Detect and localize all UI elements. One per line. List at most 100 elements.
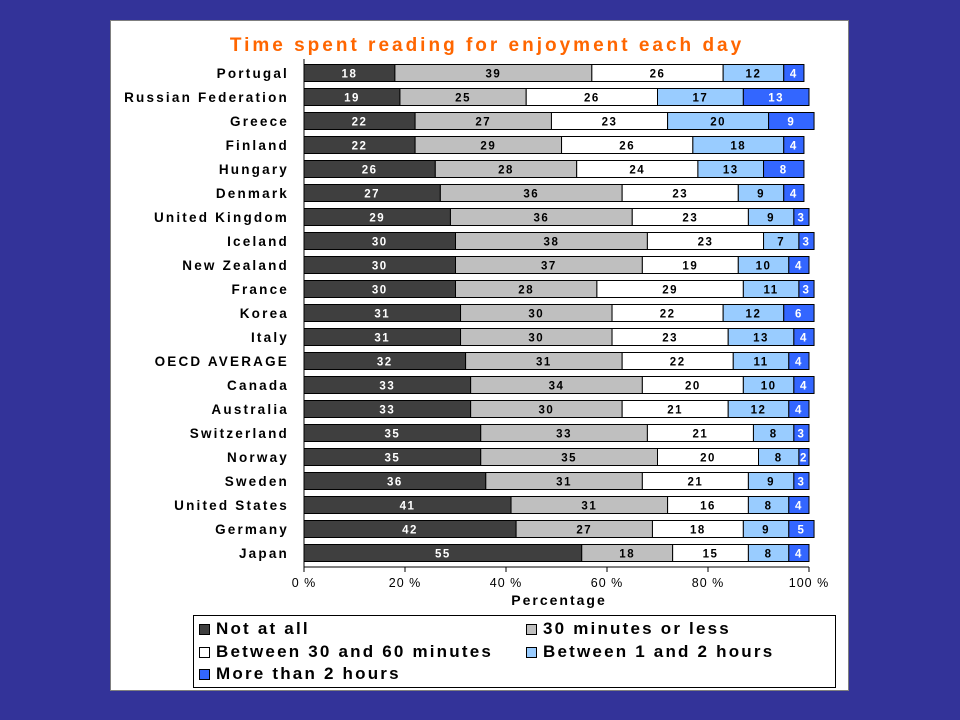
data-label: 3: [797, 477, 805, 489]
data-label: 21: [693, 429, 709, 441]
bar-row-italy: Italy 31 30 23 13 4: [251, 328, 815, 346]
data-label: 29: [480, 141, 496, 153]
bar-segment-more-than-2-hours: [783, 184, 805, 202]
data-label: 27: [576, 525, 592, 537]
data-label: 24: [629, 165, 645, 177]
data-label: 20: [700, 453, 716, 465]
category-label: Sweden: [225, 474, 289, 489]
data-label: 26: [650, 69, 666, 81]
data-label: 38: [544, 237, 560, 249]
data-label: 25: [455, 93, 471, 105]
data-label: 35: [384, 453, 400, 465]
bar-row-oecd-average: OECD AVERAGE 32 31 22 11 4: [155, 352, 810, 370]
data-label: 19: [682, 261, 698, 273]
category-label: Iceland: [227, 234, 289, 249]
legend-swatch: [526, 646, 537, 658]
data-label: 18: [619, 549, 635, 561]
bar-row-iceland: Iceland 30 38 23 7 3: [227, 232, 815, 250]
data-label: 22: [670, 357, 686, 369]
legend-item-not-at-all: Not at all: [199, 619, 310, 639]
category-label: Canada: [227, 378, 289, 393]
legend-label: 30 minutes or less: [543, 619, 731, 638]
data-label: 28: [518, 285, 534, 297]
bar-segment-more-than-2-hours: [783, 304, 815, 322]
data-label: 30: [528, 333, 544, 345]
data-label: 9: [787, 117, 795, 129]
data-label: 17: [693, 93, 709, 105]
data-label: 23: [698, 237, 714, 249]
x-tick-label: 20 %: [389, 576, 422, 590]
data-label: 26: [584, 93, 600, 105]
data-label: 30: [539, 405, 555, 417]
category-label: Korea: [240, 306, 289, 321]
data-label: 39: [485, 69, 501, 81]
category-label: Norway: [227, 450, 289, 465]
category-label: OECD AVERAGE: [155, 354, 289, 369]
data-label: 8: [780, 165, 788, 177]
chart-title: Time spent reading for enjoyment each da…: [230, 35, 744, 56]
data-label: 2: [800, 453, 808, 465]
chart-panel: Time spent reading for enjoyment each da…: [110, 20, 849, 691]
category-label: Hungary: [219, 162, 289, 177]
data-label: 27: [475, 117, 491, 129]
data-label: 15: [703, 549, 719, 561]
bar-row-united-kingdom: United Kingdom 29 36 23 9 3: [154, 208, 810, 226]
data-label: 4: [790, 69, 798, 81]
legend-item-more-than-2-hours: More than 2 hours: [199, 664, 401, 684]
x-axis-label: Percentage: [511, 592, 606, 608]
data-label: 23: [602, 117, 618, 129]
data-label: 22: [352, 141, 368, 153]
category-label: New Zealand: [182, 258, 289, 273]
x-tick-label: 40 %: [490, 576, 523, 590]
data-label: 11: [753, 357, 768, 369]
data-label: 3: [803, 237, 811, 249]
data-label: 9: [762, 525, 770, 537]
data-label: 10: [756, 261, 772, 273]
data-label: 30: [372, 237, 388, 249]
legend-label: Not at all: [216, 619, 310, 638]
data-label: 4: [790, 189, 798, 201]
data-label: 36: [523, 189, 539, 201]
legend-label: Between 30 and 60 minutes: [216, 642, 494, 661]
data-label: 4: [790, 141, 798, 153]
bar-row-norway: Norway 35 35 20 8 2: [227, 448, 810, 466]
bar-row-canada: Canada 33 34 20 10 4: [227, 376, 815, 394]
data-label: 28: [498, 165, 514, 177]
category-label: Switzerland: [190, 426, 289, 441]
category-label: France: [232, 282, 289, 297]
data-label: 29: [662, 285, 678, 297]
data-label: 30: [372, 285, 388, 297]
category-label: Japan: [239, 546, 289, 561]
data-label: 31: [536, 357, 552, 369]
bar-row-new-zealand: New Zealand 30 37 19 10 4: [182, 256, 810, 274]
data-label: 22: [352, 117, 368, 129]
x-tick-label: 100 %: [789, 576, 829, 590]
x-tick-label: 60 %: [591, 576, 624, 590]
data-label: 23: [662, 333, 678, 345]
bar-segment-more-than-2-hours: [788, 520, 815, 538]
bar-row-australia: Australia 33 30 21 12 4: [211, 400, 810, 418]
data-label: 3: [797, 429, 805, 441]
bar-row-portugal: Portugal 18 39 26 12 4: [217, 64, 805, 82]
data-label: 7: [777, 237, 785, 249]
data-label: 8: [765, 501, 773, 513]
data-label: 32: [377, 357, 393, 369]
bar-segment-more-than-2-hours: [788, 544, 810, 562]
data-label: 16: [700, 501, 716, 513]
bar-segment-more-than-2-hours: [793, 208, 810, 226]
data-label: 55: [435, 549, 451, 561]
data-label: 4: [795, 357, 803, 369]
data-label: 10: [761, 381, 777, 393]
bar-segment-more-than-2-hours: [793, 376, 815, 394]
bar-row-denmark: Denmark 27 36 23 9 4: [216, 184, 805, 202]
data-label: 34: [549, 381, 565, 393]
data-label: 30: [372, 261, 388, 273]
data-label: 8: [775, 453, 783, 465]
data-label: 9: [767, 477, 775, 489]
data-label: 23: [672, 189, 688, 201]
data-label: 4: [795, 549, 803, 561]
bar-segment-more-than-2-hours: [763, 160, 805, 178]
bar-segment-more-than-2-hours: [793, 328, 815, 346]
data-label: 31: [374, 333, 390, 345]
